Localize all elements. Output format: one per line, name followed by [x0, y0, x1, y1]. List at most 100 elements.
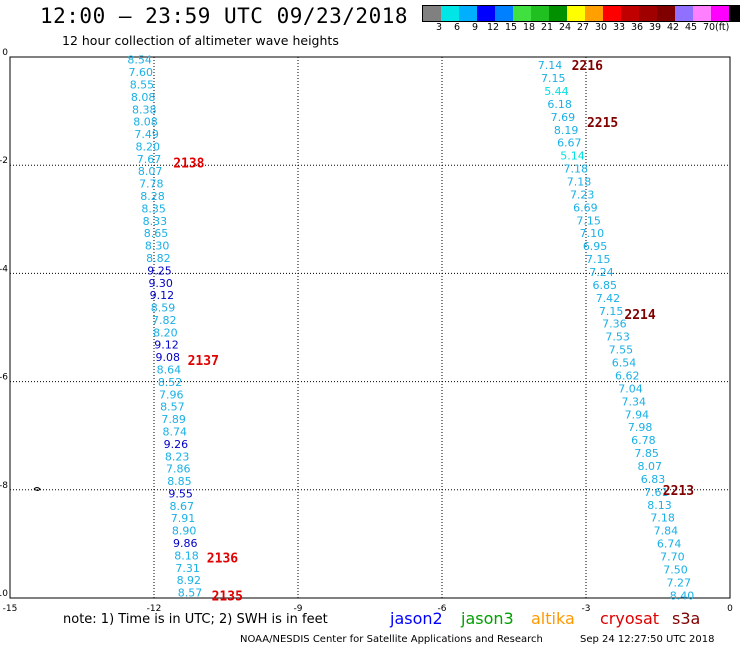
swh-value: 8.65: [144, 227, 169, 240]
swh-value: 9.25: [147, 264, 172, 277]
swh-value: 8.20: [153, 326, 178, 339]
swh-value: 8.23: [165, 450, 190, 463]
swh-value: 7.85: [634, 447, 659, 460]
color-scale-tick: 15: [505, 22, 518, 33]
legend-altika: altika: [531, 609, 575, 628]
swh-value: 7.34: [621, 395, 646, 408]
color-scale-tick: 70: [703, 22, 716, 33]
swh-value: 6.18: [547, 98, 572, 111]
swh-value: 6.67: [557, 137, 582, 150]
color-scale-tick: 36: [631, 22, 644, 33]
color-scale-tick: 6: [454, 22, 461, 33]
y-tick-label: 0: [2, 48, 8, 58]
swh-value: 6.74: [657, 538, 682, 551]
swh-value: 8.74: [163, 425, 188, 438]
swh-value: 7.15: [586, 253, 611, 266]
swh-value: 7.98: [628, 421, 653, 434]
swh-value: 6.83: [641, 473, 666, 486]
y-tick-label: -4: [0, 264, 8, 274]
y-tick-label: -10: [0, 589, 8, 599]
color-scale-bar: [422, 5, 740, 22]
swh-value: 7.27: [667, 576, 692, 589]
swh-value: 8.64: [157, 364, 182, 377]
swh-value: 9.12: [150, 289, 175, 302]
swh-value: 7.10: [580, 227, 605, 240]
island-outline: [33, 487, 41, 491]
swh-value: 7.18: [564, 163, 589, 176]
swh-value: 9.12: [154, 339, 179, 352]
swh-value: 7.94: [625, 408, 650, 421]
swh-value: 7.91: [171, 512, 196, 525]
y-tick-label: -2: [0, 156, 8, 166]
swh-value: 8.57: [178, 587, 203, 600]
pass-number-label: 2138: [173, 156, 204, 171]
color-scale-tick: 24: [559, 22, 572, 33]
color-swatch: [549, 6, 567, 21]
swh-value: 8.59: [151, 302, 176, 315]
color-swatch: [459, 6, 477, 21]
swh-value: 7.15: [599, 305, 624, 318]
swh-value: 7.53: [605, 331, 630, 344]
swh-value: 9.08: [155, 351, 180, 364]
color-scale-tick: 45: [685, 22, 698, 33]
swh-value: 8.30: [145, 240, 170, 253]
color-scale-tick: 12: [487, 22, 500, 33]
swh-value: 8.18: [174, 549, 199, 562]
color-swatch: [513, 6, 531, 21]
footer-credit: NOAA/NESDIS Center for Satellite Applica…: [240, 634, 543, 645]
swh-value: 8.57: [160, 401, 185, 414]
color-swatch: [729, 6, 740, 21]
color-scale-tick: (ft): [715, 22, 730, 33]
swh-value: 8.82: [146, 252, 171, 265]
swh-value: 7.69: [551, 111, 576, 124]
y-tick-label: -6: [0, 373, 8, 383]
color-scale-tick: 27: [577, 22, 590, 33]
swh-value: 7.55: [609, 344, 634, 357]
swh-value: 7.14: [538, 59, 563, 72]
color-swatch: [657, 6, 675, 21]
swh-value: 7.61: [644, 486, 669, 499]
swh-value: 6.85: [592, 279, 617, 292]
swh-value: 8.85: [167, 475, 192, 488]
swh-value: 7.18: [567, 175, 592, 188]
swh-value: 5.14: [560, 150, 585, 163]
swh-value: 8.38: [132, 103, 157, 116]
x-tick-label: -9: [294, 604, 303, 614]
swh-value: 8.28: [140, 190, 165, 203]
swh-value: 8.08: [131, 91, 156, 104]
swh-value: 7.49: [134, 128, 159, 141]
swh-value: 7.89: [161, 413, 186, 426]
swh-value: 8.13: [647, 499, 672, 512]
swh-value: 8.52: [158, 376, 183, 389]
color-swatch: [711, 6, 729, 21]
color-swatch: [621, 6, 639, 21]
pass-number-label: 2135: [212, 589, 243, 604]
color-swatch: [675, 6, 693, 21]
color-scale-tick: 33: [613, 22, 626, 33]
color-swatch: [495, 6, 513, 21]
swh-value: 9.26: [164, 438, 189, 451]
legend-cryosat: cryosat: [600, 609, 660, 628]
swh-value: 7.96: [159, 388, 184, 401]
swh-value: 7.15: [541, 72, 566, 85]
swh-value: 6.62: [615, 369, 640, 382]
x-tick-label: -12: [147, 604, 162, 614]
units-note: note: 1) Time is in UTC; 2) SWH is in fe…: [63, 612, 328, 627]
swh-value: 9.30: [148, 277, 173, 290]
color-swatch: [639, 6, 657, 21]
color-scale-tick: 39: [649, 22, 662, 33]
color-scale-tick: 9: [472, 22, 479, 33]
x-tick-label: 0: [727, 604, 733, 614]
swh-value: 6.95: [583, 240, 608, 253]
swh-value: 7.36: [602, 318, 627, 331]
swh-value: 8.67: [170, 500, 195, 513]
swh-value: 7.50: [663, 563, 688, 576]
swh-value: 6.54: [612, 357, 637, 370]
swh-value: 8.90: [172, 525, 197, 538]
swh-value: 8.92: [177, 574, 202, 587]
swh-value: 7.78: [139, 178, 164, 191]
swh-value: 7.31: [175, 562, 200, 575]
footer-timestamp: Sep 24 12:27:50 UTC 2018: [580, 634, 715, 645]
swh-value: 7.24: [589, 266, 614, 279]
